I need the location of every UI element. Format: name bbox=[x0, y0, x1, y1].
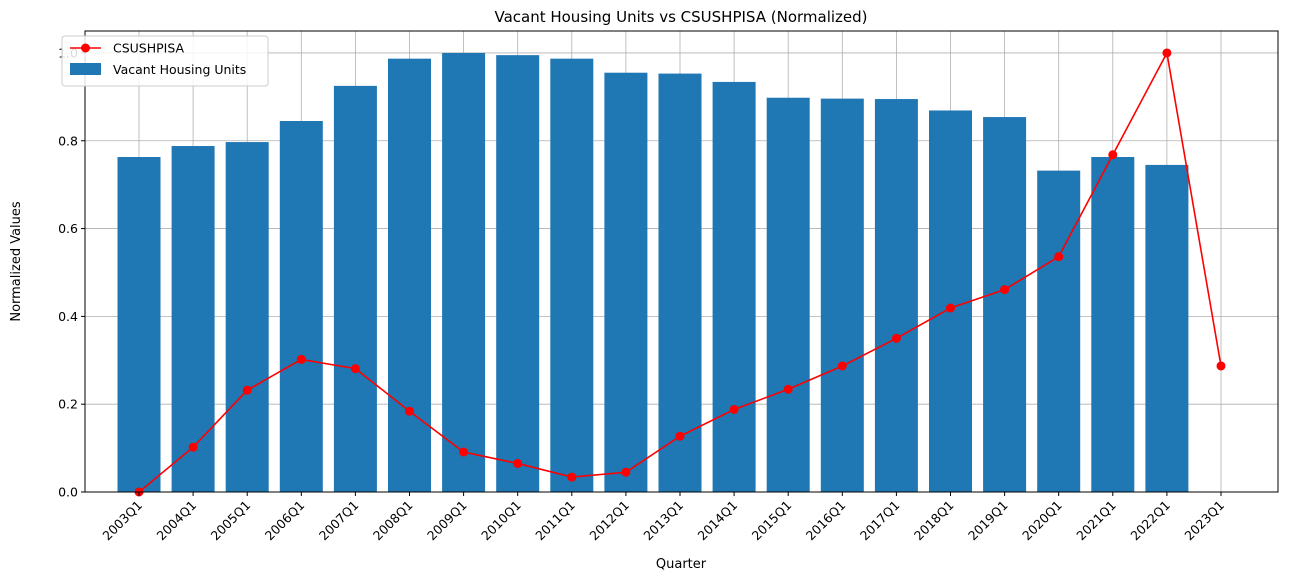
legend: CSUSHPISA Vacant Housing Units bbox=[61, 35, 269, 87]
y-tick-label: 0.8 bbox=[58, 133, 78, 148]
x-tick-label: 2011Q1 bbox=[532, 498, 578, 544]
x-tick-label: 2021Q1 bbox=[1073, 498, 1119, 544]
bar bbox=[333, 85, 377, 492]
x-tick-label: 2010Q1 bbox=[478, 498, 524, 544]
line-point bbox=[946, 303, 955, 313]
bar bbox=[388, 58, 431, 492]
legend-line-marker bbox=[81, 43, 90, 53]
x-tick-label: 2007Q1 bbox=[316, 498, 362, 544]
x-tick-label: 2005Q1 bbox=[208, 498, 254, 544]
x-tick-label: 2020Q1 bbox=[1019, 498, 1065, 544]
line-point bbox=[621, 467, 631, 477]
chart-title: Vacant Housing Units vs CSUSHPISA (Norma… bbox=[494, 8, 867, 26]
bar bbox=[496, 55, 540, 493]
bar-series bbox=[117, 52, 1189, 493]
legend-bar-swatch bbox=[70, 63, 101, 75]
x-tick-label: 2008Q1 bbox=[370, 498, 416, 544]
line-point bbox=[350, 364, 360, 374]
bar bbox=[550, 58, 594, 492]
legend-label-csushpisa: CSUSHPISA bbox=[113, 41, 185, 56]
line-point bbox=[567, 472, 577, 482]
x-tick-label: 2019Q1 bbox=[965, 498, 1011, 544]
line-point bbox=[459, 447, 469, 457]
line-point bbox=[1216, 361, 1226, 371]
line-point bbox=[405, 406, 414, 416]
x-tick-label: 2012Q1 bbox=[586, 498, 632, 544]
line-point bbox=[729, 404, 739, 414]
line-point bbox=[513, 458, 523, 468]
bar bbox=[1145, 164, 1189, 492]
bar bbox=[820, 98, 864, 492]
line-series bbox=[134, 48, 1226, 497]
y-axis-label: Normalized Values bbox=[9, 201, 24, 322]
y-axis-ticks: 0.00.20.40.60.81.0 bbox=[58, 45, 85, 500]
bar bbox=[712, 81, 756, 492]
line-point bbox=[675, 431, 685, 441]
plot-frame bbox=[84, 30, 1279, 493]
y-tick-label: 0.6 bbox=[58, 221, 78, 236]
line-point bbox=[837, 361, 847, 371]
x-tick-label: 2014Q1 bbox=[695, 498, 741, 544]
bar bbox=[1037, 170, 1081, 493]
x-axis-ticks: 2003Q1 2004Q1 2005Q1 2006Q1 2007Q1 2008Q1 2009… bbox=[99, 492, 1227, 543]
y-tick-label: 0.2 bbox=[58, 397, 78, 412]
bar bbox=[171, 146, 215, 493]
bar bbox=[225, 142, 269, 492]
x-tick-label: 2013Q1 bbox=[640, 498, 686, 544]
x-tick-label: 2018Q1 bbox=[911, 498, 957, 544]
line-point bbox=[1108, 150, 1118, 160]
line-point bbox=[242, 385, 252, 395]
bar bbox=[658, 73, 702, 492]
line-point bbox=[1000, 285, 1010, 295]
y-tick-label: 0.0 bbox=[58, 485, 78, 500]
x-axis-label: Quarter bbox=[656, 557, 707, 572]
legend-box bbox=[61, 35, 269, 87]
x-tick-label: 2022Q1 bbox=[1127, 498, 1173, 544]
x-tick-label: 2015Q1 bbox=[749, 498, 795, 544]
x-tick-label: 2004Q1 bbox=[154, 498, 200, 544]
y-tick-label: 0.4 bbox=[58, 309, 78, 324]
x-tick-label: 2016Q1 bbox=[803, 498, 849, 544]
bar bbox=[874, 99, 918, 493]
legend-label-vacant: Vacant Housing Units bbox=[113, 62, 246, 77]
bar bbox=[929, 110, 972, 492]
bar bbox=[117, 157, 161, 493]
line-point bbox=[1054, 252, 1064, 262]
bar bbox=[279, 121, 323, 492]
x-tick-label: 2003Q1 bbox=[99, 498, 145, 544]
line-point bbox=[1162, 48, 1172, 58]
x-tick-label: 2023Q1 bbox=[1181, 498, 1227, 544]
bar bbox=[1091, 157, 1135, 493]
x-tick-label: 2006Q1 bbox=[262, 498, 308, 544]
line-point bbox=[296, 354, 306, 364]
line-point bbox=[783, 384, 793, 394]
bar bbox=[983, 117, 1027, 492]
bar bbox=[766, 97, 810, 493]
bar bbox=[442, 52, 486, 492]
bar bbox=[604, 72, 648, 492]
x-tick-label: 2017Q1 bbox=[857, 498, 903, 544]
x-tick-label: 2009Q1 bbox=[424, 498, 470, 544]
line-point bbox=[188, 442, 198, 452]
line-point bbox=[891, 333, 901, 343]
